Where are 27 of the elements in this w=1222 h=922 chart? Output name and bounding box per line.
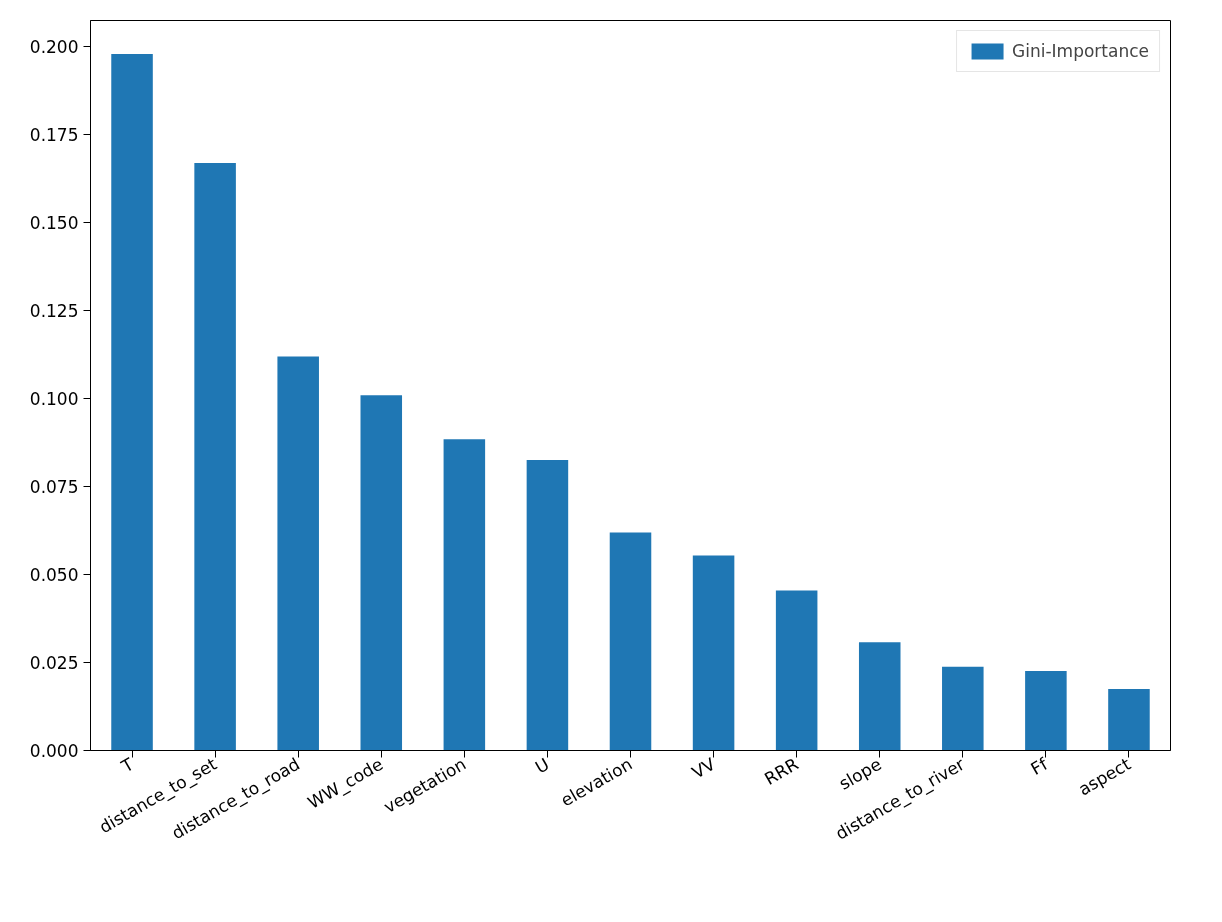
bar: [858, 642, 901, 751]
x-tick-label: RRR: [760, 753, 802, 789]
bar: [775, 590, 818, 751]
bar: [692, 555, 735, 751]
x-tick-label: U: [531, 753, 553, 778]
legend-label: Gini-Importance: [1012, 41, 1149, 61]
y-tick-label: 0.025: [29, 653, 79, 674]
x-tick-label: VV: [688, 753, 719, 783]
y-tick-label: 0.075: [29, 477, 79, 498]
bar: [1108, 688, 1150, 751]
bar: [277, 356, 319, 751]
bar: [526, 459, 569, 751]
bar: [942, 666, 984, 751]
y-tick-label: 0.200: [29, 37, 79, 58]
y-tick-label: 0.150: [29, 213, 79, 234]
bar: [609, 532, 652, 751]
bar: [443, 439, 486, 751]
bar: [360, 395, 403, 751]
x-tick-label: Ff: [1027, 753, 1052, 780]
bar: [111, 53, 153, 751]
y-tick-label: 0.125: [29, 301, 79, 322]
y-tick-label: 0.050: [29, 565, 79, 586]
y-tick-label: 0.000: [29, 741, 79, 761]
bar: [1025, 670, 1067, 751]
bar: [194, 162, 236, 751]
y-tick-label: 0.175: [29, 125, 79, 146]
y-tick-label: 0.100: [29, 389, 79, 410]
